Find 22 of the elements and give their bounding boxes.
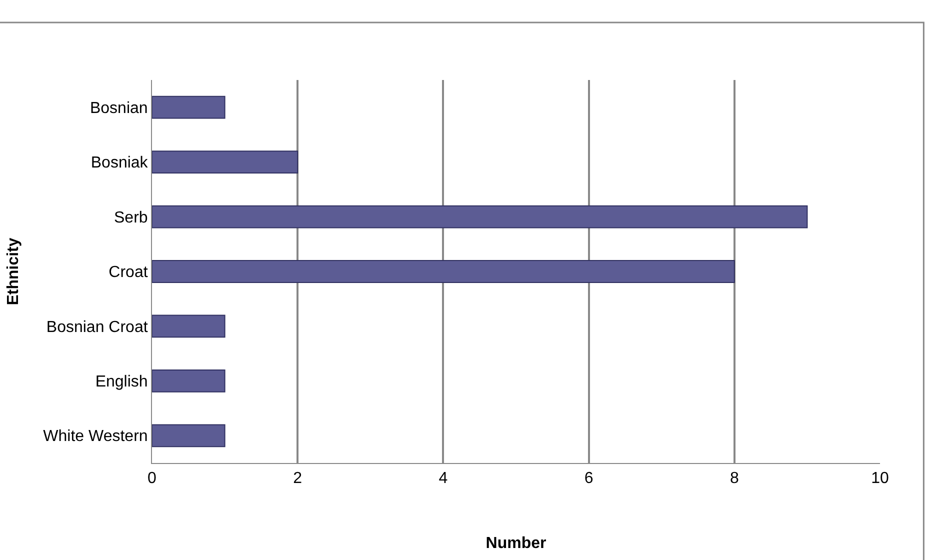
y-tick-label: Bosnian Croat bbox=[46, 318, 148, 336]
x-tick-label: 8 bbox=[730, 470, 739, 488]
x-tick-label: 2 bbox=[293, 470, 302, 488]
y-tick-label: Bosniak bbox=[90, 154, 149, 172]
y-axis-title: Ethnicity bbox=[5, 238, 22, 306]
x-tick-label: 6 bbox=[584, 470, 594, 488]
x-tick-label: 10 bbox=[871, 470, 889, 488]
bar bbox=[152, 205, 808, 228]
bar bbox=[152, 260, 735, 283]
bar bbox=[152, 369, 226, 392]
x-tick-label: 4 bbox=[438, 470, 448, 488]
bar bbox=[152, 424, 226, 448]
y-tick-label: English bbox=[95, 374, 148, 391]
bar bbox=[152, 314, 226, 338]
bar bbox=[152, 96, 226, 119]
y-tick-label: White Western bbox=[43, 428, 148, 446]
y-tick-label: Bosnian bbox=[90, 100, 148, 117]
y-tick-label: Croat bbox=[108, 264, 148, 282]
y-tick-label: Serb bbox=[114, 209, 148, 226]
x-tick-label: 0 bbox=[148, 470, 157, 488]
bar bbox=[152, 150, 298, 174]
x-axis-title: Number bbox=[486, 534, 546, 552]
